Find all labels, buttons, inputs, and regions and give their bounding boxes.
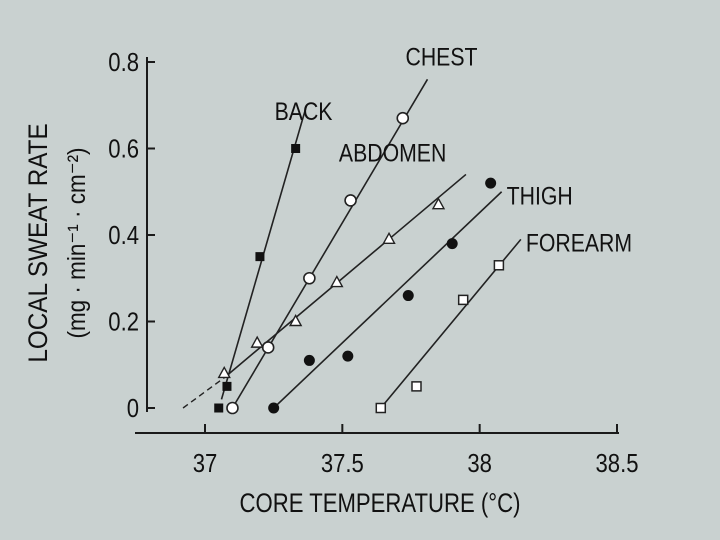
forearm-point [493, 260, 505, 271]
chest-point [344, 194, 357, 207]
chest-point [226, 401, 239, 415]
y-tick-label: 0.4 [108, 221, 139, 250]
thigh-label: THIGH [507, 182, 573, 210]
chest-label: CHEST [405, 43, 477, 71]
abdomen-point [217, 365, 231, 379]
y-tick-label: 0.8 [108, 48, 139, 77]
y-tick-label: 0.6 [108, 135, 139, 164]
abdomen-extrapolation-line [182, 377, 225, 409]
back-point [291, 144, 301, 153]
x-tick-label: 38.5 [596, 449, 639, 478]
x-axis-label: CORE TEMPERATURE (°C) [240, 489, 521, 519]
thigh-point [446, 238, 458, 250]
chest-point [303, 271, 316, 285]
axes: 0 0.2 0.4 0.6 0.8 37 37.5 38 38.5 [108, 48, 638, 478]
abdomen-point [250, 335, 264, 348]
thigh-point [342, 350, 354, 362]
forearm-label: FOREARM [526, 229, 632, 257]
abdomen-point [431, 197, 446, 210]
y-axis-label: LOCAL SWEAT RATE [24, 123, 53, 362]
back-point [222, 381, 232, 391]
series-labels: BACK CHEST ABDOMEN THIGH FOREARM [275, 43, 632, 257]
thigh-point [303, 354, 315, 366]
x-tick-label: 37.5 [321, 449, 364, 478]
back-point [214, 403, 224, 413]
back-point [255, 252, 265, 262]
abdomen-label: ABDOMEN [339, 139, 446, 167]
chest-point [396, 111, 410, 125]
x-tick-label: 37 [193, 449, 218, 478]
thigh-point [485, 177, 497, 189]
abdomen-point [382, 231, 396, 245]
forearm-point [411, 381, 422, 392]
thigh-point [268, 402, 280, 414]
data-points [214, 111, 505, 415]
y-tick-label: 0 [127, 394, 139, 423]
abdomen-point [288, 314, 303, 327]
chest-fit-line [231, 78, 429, 409]
forearm-point [457, 294, 469, 306]
y-tick-label: 0.2 [108, 308, 139, 337]
y-axis-unit-label: (mg · min⁻¹ · cm⁻²) [63, 147, 91, 338]
chest-point [261, 341, 275, 354]
forearm-point [375, 402, 387, 414]
back-label: BACK [275, 98, 333, 126]
abdomen-point [330, 275, 344, 288]
thigh-fit-line [273, 191, 503, 409]
thigh-point [402, 290, 414, 302]
x-tick-label: 38 [467, 449, 492, 478]
